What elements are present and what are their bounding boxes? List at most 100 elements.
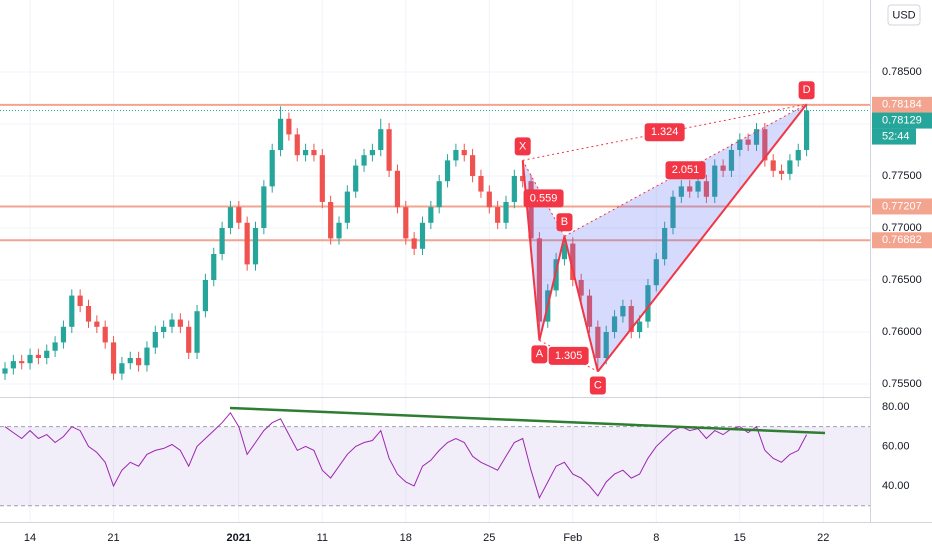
- candle-body: [127, 357, 133, 364]
- candle-body: [236, 207, 242, 223]
- pattern-point-label: C: [594, 379, 602, 391]
- candle-body: [10, 361, 16, 369]
- pattern-point-box: [531, 345, 548, 364]
- x-tick-label: 11: [317, 532, 328, 544]
- y-tick-label: 40.00: [882, 480, 910, 492]
- candle-body: [561, 243, 568, 260]
- candle-body: [712, 165, 718, 197]
- candle-body: [645, 285, 651, 322]
- candle-body: [277, 118, 284, 150]
- x-tick-label: 18: [400, 532, 412, 544]
- candle-body: [495, 207, 501, 223]
- candle-body: [578, 279, 584, 296]
- pattern-fill: [564, 104, 807, 372]
- currency-box[interactable]: [887, 4, 921, 26]
- candle-body: [27, 354, 33, 364]
- level-label: 0.77207: [882, 200, 922, 212]
- pattern-point-label: A: [536, 348, 544, 360]
- candle-body: [804, 110, 810, 150]
- candle-body: [136, 357, 142, 366]
- candle-body: [419, 222, 426, 249]
- currency: USD: [892, 9, 915, 21]
- rsi-trendline: [229, 406, 826, 435]
- x-tick-label: 8: [653, 532, 659, 544]
- candle-body: [110, 342, 117, 374]
- candle-body: [486, 191, 492, 208]
- candle-body: [144, 347, 150, 366]
- candle-body: [695, 181, 701, 192]
- pattern-leg: [597, 103, 808, 373]
- candle-body: [778, 170, 785, 174]
- ratio-box: [665, 161, 706, 180]
- candle-body: [586, 295, 593, 327]
- candle-body: [152, 331, 158, 348]
- candle-body: [528, 181, 534, 239]
- x-tick-label: 25: [483, 532, 495, 544]
- candle-body: [303, 149, 309, 156]
- candle-body: [745, 139, 751, 145]
- candle-body: [595, 326, 601, 358]
- candle-body: [69, 295, 75, 327]
- ratio-box: [523, 189, 564, 208]
- candle-body: [52, 342, 58, 351]
- ratio-label: 2.051: [672, 164, 700, 176]
- pattern-point-label: B: [561, 216, 568, 228]
- candle-body: [662, 227, 668, 260]
- candle-body: [286, 118, 292, 135]
- candle-body: [319, 155, 325, 202]
- candle-body: [762, 129, 768, 161]
- candle-body: [211, 253, 217, 280]
- candle-body: [436, 181, 442, 208]
- x-tick-label: 14: [24, 532, 36, 544]
- ratio-label: 0.559: [530, 192, 558, 204]
- candle-body: [353, 165, 359, 192]
- y-tick-label: 0.76500: [882, 274, 922, 286]
- candle-body: [428, 207, 434, 223]
- candle-body: [611, 316, 618, 332]
- candle-body: [394, 170, 401, 208]
- candle-body: [670, 196, 676, 228]
- candle-body: [244, 222, 250, 265]
- pattern-point-box: [589, 376, 606, 395]
- y-tick-label: 0.75500: [882, 378, 922, 390]
- candle-body: [44, 350, 50, 358]
- candle-body: [294, 134, 300, 156]
- candle-body: [94, 321, 100, 327]
- candle-body: [728, 149, 735, 171]
- candle-body: [361, 155, 367, 166]
- y-tick-label: 0.77500: [882, 170, 922, 182]
- candle-body: [169, 319, 175, 327]
- level-label-box: [872, 198, 932, 215]
- candle-body: [687, 186, 693, 192]
- candle-body: [703, 181, 709, 197]
- candle-body: [85, 305, 92, 322]
- candle-body: [570, 243, 576, 280]
- pattern-ratio-line: [564, 103, 807, 237]
- candle-body: [411, 238, 417, 249]
- candle-body: [753, 129, 760, 145]
- candle-body: [795, 149, 801, 161]
- pattern-ratio-line: [539, 339, 599, 372]
- candle-body: [461, 149, 467, 156]
- candle-body: [787, 160, 793, 174]
- candle-body: [470, 155, 476, 176]
- ratio-label: 1.305: [555, 350, 583, 362]
- candle-body: [102, 326, 108, 343]
- ratio-box: [548, 346, 589, 365]
- candle-body: [369, 149, 375, 156]
- y-tick-label: 0.77000: [882, 222, 922, 234]
- y-tick-label: 60.00: [882, 440, 910, 452]
- candle-body: [503, 201, 509, 223]
- candle-body: [161, 326, 167, 332]
- candle-body: [336, 222, 342, 239]
- candle-body: [453, 149, 459, 161]
- candle-body: [186, 326, 192, 353]
- candle-body: [536, 238, 542, 322]
- x-tick-label: 2021: [227, 532, 251, 544]
- candle-body: [60, 326, 67, 343]
- y-tick-label: 80.00: [882, 401, 910, 413]
- candle-body: [252, 227, 259, 265]
- candle-body: [227, 207, 234, 228]
